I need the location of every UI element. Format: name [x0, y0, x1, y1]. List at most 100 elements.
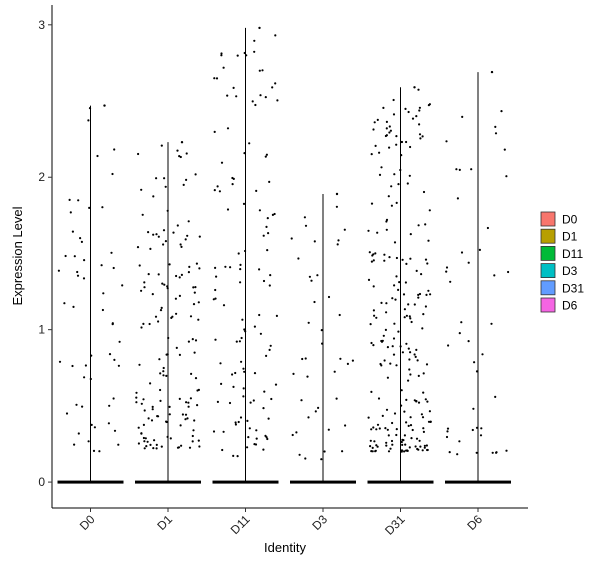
- data-point: [374, 449, 377, 452]
- data-point: [406, 449, 409, 452]
- data-point: [151, 293, 154, 296]
- data-point: [113, 358, 116, 361]
- data-point: [313, 300, 316, 304]
- data-point: [407, 347, 410, 350]
- data-point: [415, 115, 418, 118]
- x-tick-label: D11: [228, 512, 253, 537]
- data-point: [185, 152, 188, 155]
- data-point: [424, 398, 427, 401]
- x-tick-label: D3: [309, 512, 330, 533]
- data-point: [458, 332, 461, 335]
- data-point: [232, 454, 235, 457]
- data-point: [169, 437, 172, 440]
- data-point: [409, 373, 412, 376]
- data-point: [397, 330, 400, 333]
- data-point: [458, 440, 461, 443]
- data-point: [243, 328, 246, 331]
- data-point: [57, 269, 61, 272]
- data-point: [271, 213, 274, 216]
- data-point: [446, 427, 450, 430]
- data-point: [160, 306, 163, 309]
- data-point: [135, 391, 138, 394]
- data-point: [375, 444, 378, 447]
- data-point: [64, 254, 67, 258]
- data-point: [401, 443, 404, 446]
- data-point: [391, 443, 394, 446]
- data-point: [146, 440, 149, 443]
- data-point: [385, 408, 389, 411]
- data-point: [266, 437, 269, 441]
- data-point: [175, 274, 178, 278]
- data-point: [220, 54, 223, 57]
- data-point: [93, 426, 96, 429]
- data-point: [323, 450, 326, 453]
- data-point: [404, 281, 407, 284]
- data-point: [338, 313, 341, 317]
- data-point: [214, 288, 217, 292]
- x-tick-label: D1: [154, 512, 175, 533]
- data-point: [390, 185, 393, 188]
- data-point: [255, 429, 258, 432]
- data-point: [337, 239, 340, 242]
- data-point: [335, 192, 339, 196]
- data-point: [429, 420, 432, 423]
- data-point: [155, 443, 158, 446]
- data-point: [69, 211, 72, 214]
- data-point: [259, 94, 262, 97]
- data-point: [101, 206, 104, 209]
- data-point: [385, 302, 388, 305]
- data-point: [98, 450, 101, 453]
- data-point: [222, 304, 226, 307]
- data-point: [369, 323, 372, 326]
- data-point: [395, 433, 398, 437]
- data-point: [268, 284, 271, 287]
- data-point: [171, 315, 174, 318]
- data-point: [193, 351, 196, 354]
- data-point: [235, 95, 238, 98]
- data-point: [193, 291, 196, 294]
- data-point: [186, 234, 189, 237]
- y-axis-title: Expression Level: [10, 206, 25, 305]
- data-point: [304, 357, 307, 360]
- data-point: [445, 140, 448, 143]
- data-point: [400, 449, 404, 452]
- data-point: [375, 316, 378, 319]
- data-point: [421, 449, 424, 452]
- data-point: [265, 153, 268, 156]
- data-point: [187, 340, 190, 343]
- data-point: [370, 202, 374, 205]
- data-point: [395, 143, 398, 146]
- data-point: [213, 77, 216, 80]
- data-point: [108, 353, 112, 356]
- data-point: [383, 259, 386, 262]
- data-point: [391, 421, 394, 425]
- data-point: [478, 248, 481, 251]
- data-point: [393, 173, 396, 176]
- data-point: [411, 117, 415, 120]
- data-point: [194, 377, 198, 380]
- data-point: [101, 308, 104, 312]
- data-point: [493, 274, 496, 277]
- data-point: [295, 431, 298, 434]
- legend-label-D1: D1: [562, 230, 578, 244]
- data-point: [166, 209, 169, 212]
- data-point: [376, 118, 379, 121]
- data-point: [409, 416, 412, 419]
- data-point: [165, 374, 168, 377]
- data-point: [258, 209, 261, 212]
- data-point: [445, 435, 449, 439]
- data-point: [384, 427, 387, 430]
- data-point: [226, 94, 229, 97]
- data-point: [370, 428, 373, 431]
- data-point: [267, 232, 270, 235]
- data-point: [401, 351, 404, 354]
- data-point: [456, 453, 459, 456]
- data-point: [390, 439, 394, 443]
- data-point: [137, 426, 140, 429]
- data-point: [385, 444, 388, 447]
- data-point: [298, 453, 301, 456]
- data-point: [178, 397, 181, 400]
- x-axis-title: Identity: [264, 540, 306, 555]
- data-point: [475, 370, 479, 373]
- data-point: [58, 360, 62, 363]
